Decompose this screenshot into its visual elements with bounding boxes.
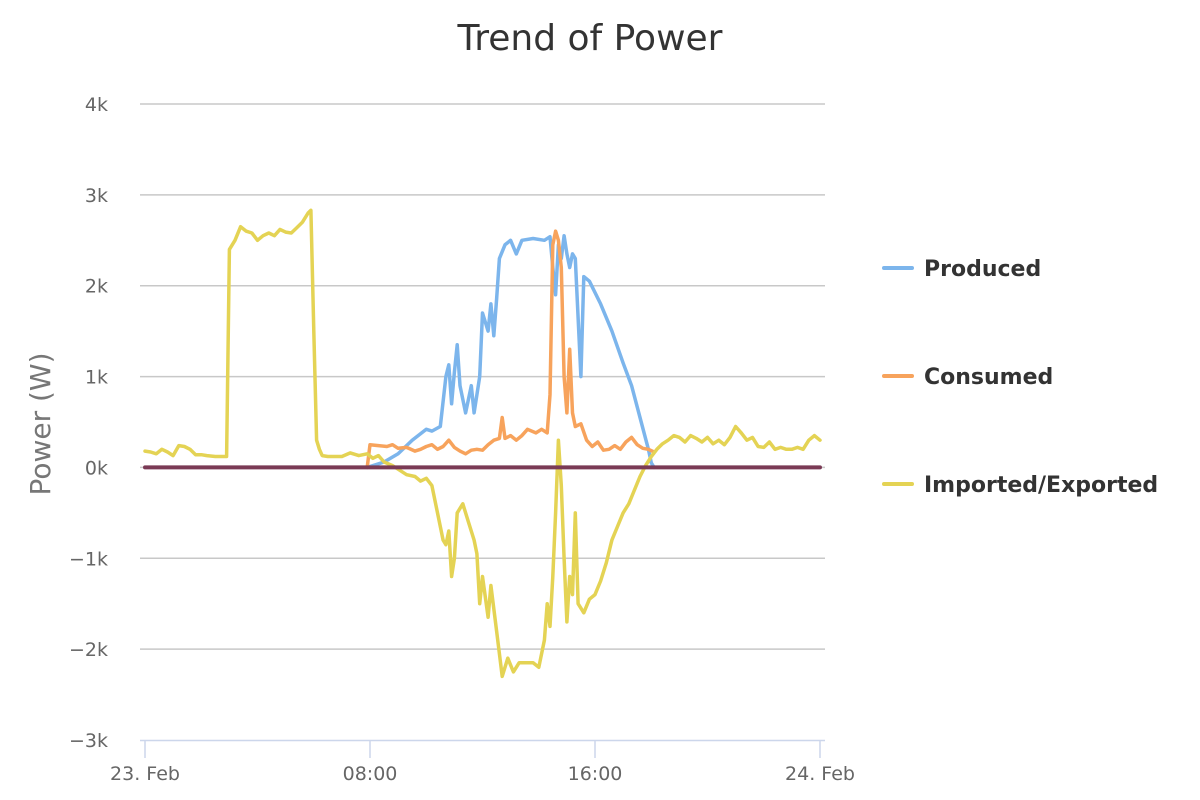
chart-title: Trend of Power: [457, 18, 723, 59]
x-tick-label: 23. Feb: [110, 763, 180, 785]
legend-label: Produced: [924, 257, 1041, 282]
legend-item-produced[interactable]: Produced: [882, 257, 1041, 282]
y-tick-label: 4k: [85, 94, 108, 116]
x-axis: 23. Feb 08:00 16:00 24. Feb: [110, 739, 855, 785]
y-tick-label: 2k: [85, 276, 108, 298]
series-line-imported-exported: [143, 208, 822, 679]
y-tick-label: −1k: [69, 548, 108, 570]
legend-label: Imported/Exported: [924, 473, 1158, 498]
y-tick-label: 3k: [85, 185, 108, 207]
series-line-consumed: [365, 229, 656, 470]
x-tick-label: 08:00: [343, 763, 398, 785]
gridlines: [140, 103, 825, 650]
legend: Produced Consumed Imported/Exported: [882, 257, 1158, 498]
y-axis-label: Power (W): [24, 352, 57, 495]
series-lines: [143, 208, 822, 679]
legend-label: Consumed: [924, 365, 1053, 390]
series-line-produced: [365, 233, 656, 470]
y-tick-label: 1k: [85, 367, 108, 389]
y-tick-label: −3k: [69, 730, 108, 752]
y-tick-labels: 4k 3k 2k 1k 0k −1k −2k −3k: [69, 94, 108, 752]
legend-item-consumed[interactable]: Consumed: [882, 365, 1053, 390]
legend-item-imported-exported[interactable]: Imported/Exported: [882, 473, 1158, 498]
x-tick-label: 24. Feb: [785, 763, 855, 785]
y-tick-label: −2k: [69, 639, 108, 661]
y-tick-label: 0k: [85, 457, 108, 479]
x-tick-label: 16:00: [568, 763, 623, 785]
